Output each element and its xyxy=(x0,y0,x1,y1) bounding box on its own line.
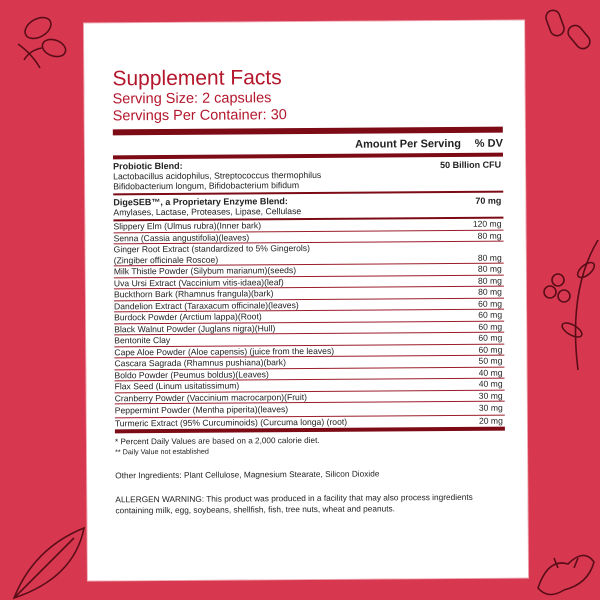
probiotic-name: Probiotic Blend: xyxy=(113,160,183,172)
probiotic-blend: Probiotic Blend: 50 Billion CFU Lactobac… xyxy=(113,157,503,194)
amount-per-serving-header: Amount Per Serving xyxy=(355,137,461,151)
ingredient-amount: 30 mg xyxy=(478,402,503,413)
enzyme-line-1: Amylases, Lactase, Proteases, Lipase, Ce… xyxy=(113,206,302,218)
ingredient-amount: 80 mg xyxy=(477,252,502,263)
servings-per-container: Servings Per Container: 30 xyxy=(112,107,287,125)
ingredient-amount: 60 mg xyxy=(478,298,503,309)
ingredient-amount: 40 mg xyxy=(478,367,503,378)
ingredient-amount: 80 mg xyxy=(477,263,502,274)
ingredient-amount: 80 mg xyxy=(477,275,502,286)
supplement-facts-card: Supplement Facts Serving Size: 2 capsule… xyxy=(84,20,528,581)
dv-header: % DV xyxy=(474,137,503,150)
ingredient-amount: 60 mg xyxy=(478,344,503,355)
nuts-doodle-icon xyxy=(17,16,67,69)
ingredient-amount: 40 mg xyxy=(478,378,503,389)
capsule-doodle-icon xyxy=(545,9,591,50)
other-ingredients: Other Ingredients: Plant Cellulose, Magn… xyxy=(115,467,380,480)
column-header: Amount Per Serving % DV xyxy=(113,133,503,156)
ingredient-amount: 50 mg xyxy=(478,355,503,366)
probiotic-amount: 50 Billion CFU xyxy=(440,159,502,171)
allergen-warning: ALLERGEN WARNING: This product was produ… xyxy=(115,491,473,515)
ingredient-name-line-2: (Zingiber officinale Roscoe) xyxy=(113,254,219,265)
ingredient-amount: 60 mg xyxy=(478,332,503,343)
ingredient-row: Ginger Root Extract (standardized to 5% … xyxy=(113,241,504,267)
ingredient-amount: 60 mg xyxy=(478,321,503,332)
ingredient-amount: 60 mg xyxy=(478,309,503,320)
supplement-facts-panel: Supplement Facts Serving Size: 2 capsule… xyxy=(112,65,505,516)
leaf-doodle-icon xyxy=(12,526,86,600)
ingredient-amount: 80 mg xyxy=(477,230,502,241)
ingredient-name: Ginger Root Extract (standardized to 5% … xyxy=(113,242,310,255)
ginger-doodle-icon xyxy=(537,554,595,596)
probiotic-line-2: Bifidobacterium longum, Bifidobacterium … xyxy=(113,180,300,192)
enzyme-blend: DigeSEB™, a Proprietary Enzyme Blend: 70… xyxy=(113,193,503,220)
ingredient-amount: 20 mg xyxy=(478,415,503,426)
ingredient-amount: 30 mg xyxy=(478,390,503,401)
ingredient-amount: 120 mg xyxy=(472,218,502,229)
ingredient-list: Slippery Elm (Ulmus rubra)(Inner bark) 12… xyxy=(113,218,505,429)
enzyme-amount: 70 mg xyxy=(475,195,502,206)
berry-branch-doodle-icon xyxy=(543,239,599,371)
ingredient-name: Peppermint Powder (Mentha piperita)(leav… xyxy=(114,404,289,416)
panel-title: Supplement Facts xyxy=(112,66,282,91)
ingredient-amount: 80 mg xyxy=(478,286,502,297)
